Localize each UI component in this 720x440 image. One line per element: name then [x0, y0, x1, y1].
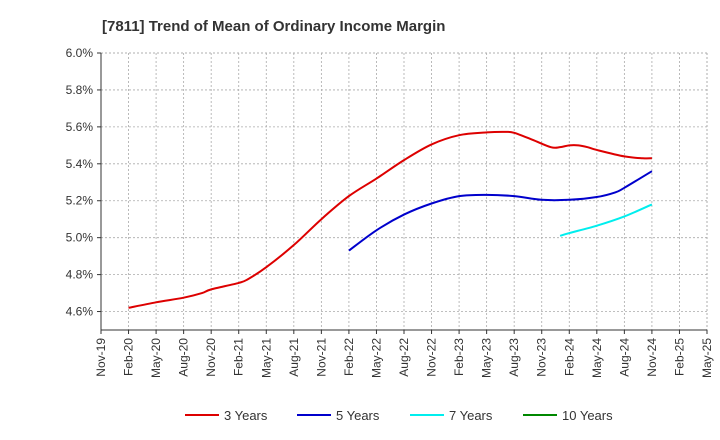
x-tick-label: Nov-24: [645, 338, 659, 377]
y-tick-label: 5.4%: [66, 157, 94, 171]
legend-label-5-years: 5 Years: [336, 408, 380, 423]
x-tick-label: May-20: [149, 338, 163, 378]
series-line-3-years: [128, 130, 652, 309]
y-tick-label: 6.0%: [66, 46, 94, 60]
x-tick-label: Nov-23: [535, 338, 549, 377]
plot-area: [101, 53, 707, 330]
series-line-5-years: [348, 170, 653, 252]
series-layer: [128, 130, 653, 309]
x-tick-label: Feb-24: [562, 338, 576, 376]
legend-label-10-years: 10 Years: [562, 408, 613, 423]
x-tick-label: Nov-21: [314, 338, 328, 377]
x-tick-label: May-22: [369, 338, 383, 378]
x-tick-label: Feb-21: [232, 338, 246, 376]
legend: 3 Years 5 Years 7 Years 10 Years: [185, 408, 613, 423]
x-tick-label: May-21: [259, 338, 273, 378]
x-tick-label: May-24: [590, 338, 604, 378]
x-tick-label: Aug-21: [287, 338, 301, 377]
x-tick-label: Feb-22: [342, 338, 356, 376]
x-tick-label: Nov-19: [94, 338, 108, 377]
legend-label-7-years: 7 Years: [449, 408, 493, 423]
series-line-7-years: [559, 203, 653, 237]
x-tick-label: May-23: [480, 338, 494, 378]
x-tick-label: Aug-23: [507, 338, 521, 377]
x-axis-ticks: Nov-19 Feb-20 May-20 Aug-20 Nov-20 Feb-21 May-…: [94, 330, 714, 378]
y-tick-label: 4.6%: [66, 305, 94, 319]
x-tick-label: Aug-22: [397, 338, 411, 377]
x-tick-label: Aug-24: [617, 338, 631, 377]
x-tick-label: Feb-23: [452, 338, 466, 376]
x-tick-label: Feb-25: [672, 338, 686, 376]
chart-title: [7811] Trend of Mean of Ordinary Income …: [102, 18, 445, 35]
y-tick-label: 4.8%: [66, 268, 94, 282]
x-tick-label: May-25: [700, 338, 714, 378]
x-tick-label: Nov-20: [204, 338, 218, 377]
x-tick-label: Feb-20: [122, 338, 136, 376]
y-tick-label: 5.0%: [66, 231, 94, 245]
y-axis-ticks: 4.6% 4.8% 5.0% 5.2% 5.4% 5.6% 5.8% 6.0%: [66, 46, 101, 319]
y-tick-label: 5.8%: [66, 83, 94, 97]
y-tick-label: 5.6%: [66, 120, 94, 134]
legend-label-3-years: 3 Years: [224, 408, 268, 423]
x-tick-label: Aug-20: [177, 338, 191, 377]
x-tick-label: Nov-22: [425, 338, 439, 377]
grid-lines: [100, 52, 708, 330]
y-tick-label: 5.2%: [66, 194, 94, 208]
